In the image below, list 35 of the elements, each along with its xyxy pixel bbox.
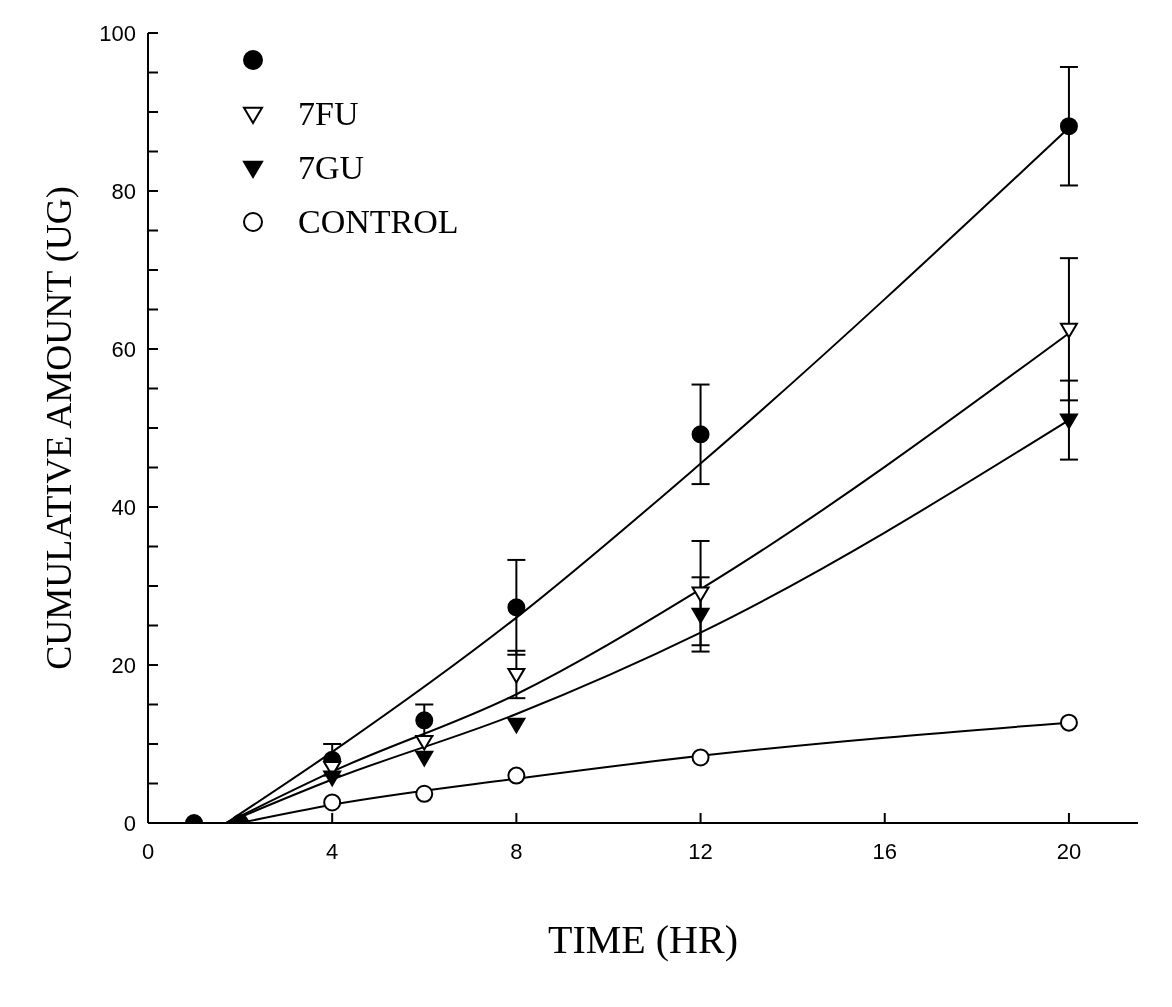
x-tick-label: 8 <box>510 838 523 864</box>
y-tick-label: 60 <box>111 336 136 362</box>
legend-label: 7GU <box>298 148 365 188</box>
point <box>1059 413 1078 430</box>
point <box>691 586 710 603</box>
y-tick-label: 0 <box>123 810 136 836</box>
point <box>323 770 342 787</box>
point <box>415 735 434 751</box>
point <box>1059 713 1078 732</box>
x-tick-label: 20 <box>1056 838 1082 864</box>
x-tick-label: 4 <box>326 838 339 864</box>
point <box>507 598 526 617</box>
y-tick-label: 80 <box>111 178 136 204</box>
y-tick-label: 40 <box>111 494 136 520</box>
legend-label: CONTROL <box>298 202 459 242</box>
x-tick-label: 16 <box>872 838 897 864</box>
point <box>691 748 710 767</box>
x-tick-label: 12 <box>688 838 713 864</box>
point <box>1059 322 1078 339</box>
point <box>507 766 526 785</box>
point <box>507 667 526 684</box>
point <box>415 711 434 730</box>
y-tick-label: 100 <box>99 20 136 46</box>
x-tick-label: 0 <box>141 838 155 864</box>
point <box>415 784 434 803</box>
point <box>323 793 342 812</box>
y-tick-label: 20 <box>111 652 136 678</box>
point <box>1059 117 1078 136</box>
point <box>691 607 710 624</box>
point <box>691 425 710 444</box>
point <box>507 717 526 734</box>
point <box>415 750 434 767</box>
legend-label: 7FU <box>298 94 359 134</box>
y-axis-title: CUMULATIVE AMOUNT (UG) <box>38 186 79 670</box>
x-axis-title: TIME (HR) <box>548 917 738 962</box>
